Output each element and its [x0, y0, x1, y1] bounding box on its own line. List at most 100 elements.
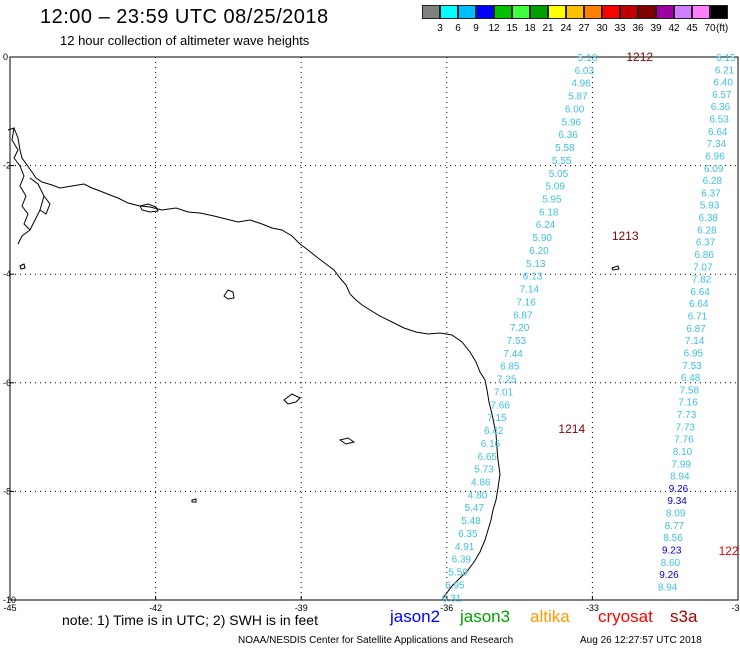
- track-right-value: 8.10: [673, 447, 693, 458]
- legend-swatch: [512, 5, 530, 19]
- altimeter-tracks: 5.18 6.03 4.96 5.876.00 5.96 6.36 5.58 5.55 5.05…: [442, 53, 736, 604]
- track-left-value: 6.24: [536, 220, 556, 231]
- track-left-value: 6.39: [452, 555, 472, 566]
- pass-number-label: 1212: [626, 50, 653, 64]
- track-left-value: 6.85: [500, 362, 520, 373]
- track-left-value: 4.86: [471, 478, 491, 489]
- track-left-value: 7.14: [520, 285, 540, 296]
- mission-label-cryosat: cryosat: [598, 607, 653, 626]
- track-left-value: 7.16: [516, 297, 536, 308]
- lon-tick-label: -42: [149, 603, 162, 613]
- coastline-mainland: [13, 127, 501, 601]
- track-right-value: 8.94: [658, 582, 678, 593]
- track-left-value: 5.73: [474, 465, 494, 476]
- track-right-value: 7.76: [674, 435, 694, 446]
- track-left-value: 6.20: [529, 246, 549, 257]
- track-right-value: 7.99: [671, 459, 691, 470]
- track-right-value: 6.36: [711, 102, 731, 113]
- track-right-value: 9.34: [667, 496, 687, 507]
- legend-label: 30: [596, 23, 608, 34]
- track-right-value: 6.96: [705, 151, 725, 162]
- track-right-value: 6.21: [715, 65, 735, 76]
- legend-swatch: [620, 5, 638, 19]
- track-right-value: 6.37: [701, 188, 721, 199]
- track-right-value: 5.93: [700, 201, 720, 212]
- track-right-value: 6.28: [703, 176, 723, 187]
- track-right-value: 6.57: [712, 90, 732, 101]
- island-marajo: [139, 203, 159, 213]
- legend-swatch: [458, 5, 476, 19]
- coastline-northwest-islands: [7, 127, 51, 245]
- legend-label: 45: [686, 23, 698, 34]
- track-right-value: 7.34: [707, 139, 727, 150]
- track-left-value: 6.42: [484, 426, 504, 437]
- page-title: 12:00 – 23:59 UTC 08/25/2018: [40, 6, 329, 28]
- legend-label: 36: [632, 23, 644, 34]
- legend-swatch: [440, 5, 458, 19]
- legend-swatch: [584, 5, 602, 19]
- lon-tick-label: -33: [586, 603, 599, 613]
- track-right-value: 9.23: [662, 545, 682, 556]
- island-small-2: [283, 393, 301, 405]
- track-left-value: 7.53: [507, 336, 527, 347]
- track-right-value: 9.26: [659, 570, 679, 581]
- lat-tick-label: -2: [3, 161, 11, 171]
- legend-swatch: [422, 5, 440, 19]
- track-right-value: 8.77: [665, 521, 685, 532]
- track-right-value: 6.37: [696, 238, 716, 249]
- track-right-value: 6.95: [684, 348, 704, 359]
- legend-swatch: [674, 5, 692, 19]
- track-right-value: 6.40: [713, 78, 733, 89]
- track-right-value: 6.28: [697, 225, 717, 236]
- track-left-value: 5.47: [465, 503, 485, 514]
- legend-label: 27: [578, 23, 590, 34]
- track-right-value: 6.86: [694, 250, 714, 261]
- legend-swatch: [476, 5, 494, 19]
- lon-tick-label: -45: [3, 603, 16, 613]
- track-left-value: 5.18: [578, 53, 598, 64]
- legend-swatch: [566, 5, 584, 19]
- legend-label: 3: [437, 23, 443, 34]
- legend-label: 42: [668, 23, 680, 34]
- legend-label: 18: [524, 23, 536, 34]
- mission-label-altika: altika: [530, 607, 570, 626]
- track-left-value: 7.66: [490, 400, 510, 411]
- legend-label: 70: [704, 23, 716, 34]
- track-right-value: 7.07: [693, 262, 713, 273]
- island-small-4: [191, 498, 197, 503]
- track-left-value: 6.03: [575, 66, 595, 77]
- track-left-value: 5.58: [555, 143, 575, 154]
- pass-number-label: 1221: [719, 544, 740, 558]
- track-left-value: 7.44: [503, 349, 523, 360]
- track-left-value: 5.59: [448, 568, 468, 579]
- coastline: [7, 127, 620, 601]
- track-right-value: 6.71: [688, 312, 708, 323]
- legend-label: 6: [455, 23, 461, 34]
- track-left-value: 5.87: [568, 92, 588, 103]
- map-frame: [9, 56, 739, 601]
- pass-number-label: 1214: [558, 422, 585, 436]
- track-left-value: 7.01: [494, 387, 514, 398]
- legend-label: 12: [488, 23, 500, 34]
- track-right-value: 6.48: [681, 373, 701, 384]
- island-small-1: [223, 289, 235, 300]
- lat-tick-label: -6: [3, 378, 11, 388]
- legend-label: 21: [542, 23, 554, 34]
- pass-number-label: 1213: [612, 229, 639, 243]
- track-right-value: 8.60: [661, 558, 681, 569]
- track-right-value: 9.26: [669, 484, 689, 495]
- track-left-value: 6.31: [442, 593, 462, 604]
- track-right-value: 7.58: [680, 385, 700, 396]
- legend-label: 15: [506, 23, 518, 34]
- track-right-value: 6.64: [689, 299, 709, 310]
- credit-line: NOAA/NESDIS Center for Satellite Applica…: [238, 635, 514, 646]
- track-left-value: 4.91: [455, 542, 475, 553]
- color-legend: 3 6 9 12 15 18 21 24 27 30 33 36 39 42 45 70: [422, 5, 728, 35]
- track-left-value: 7.15: [487, 413, 507, 424]
- track-left-value: 6.65: [478, 452, 498, 463]
- page-subtitle: 12 hour collection of altimeter wave hei…: [60, 33, 310, 48]
- graticule: [10, 57, 738, 600]
- track-right-value: 7.14: [685, 336, 705, 347]
- lon-tick-label: -36: [440, 603, 453, 613]
